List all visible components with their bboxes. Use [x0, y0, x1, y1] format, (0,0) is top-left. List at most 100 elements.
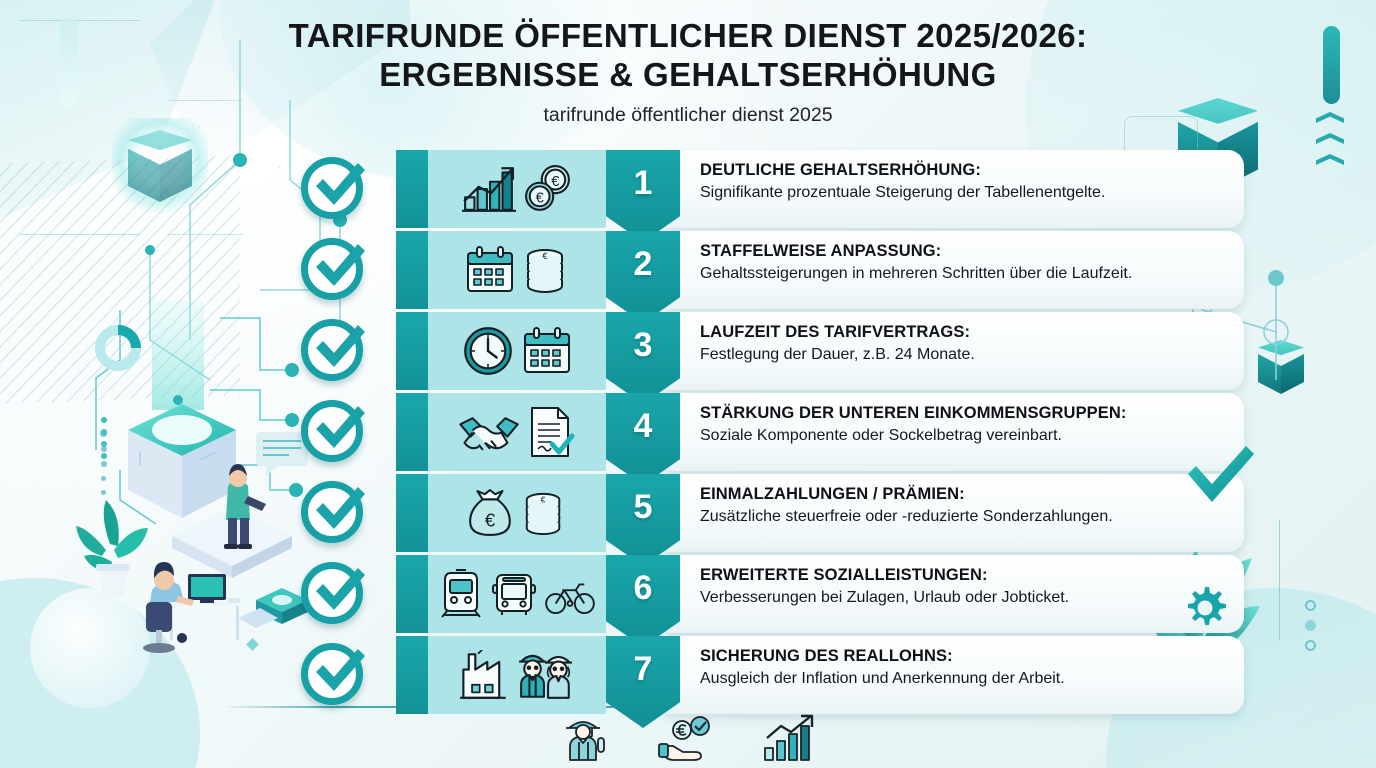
step-accent-bar — [396, 393, 428, 471]
calendar-icon — [467, 246, 513, 292]
step-icon-panel — [428, 312, 606, 390]
bus-icon — [492, 574, 536, 616]
page-title-line2: ERGEBNISSE & GEHALTSERHÖHUNG — [379, 56, 997, 94]
step-number-chevron: 3 — [606, 312, 680, 404]
check-ring — [301, 400, 363, 462]
step-number-chevron: 2 — [606, 231, 680, 323]
step-number: 2 — [633, 245, 653, 283]
step-number: 4 — [633, 407, 653, 445]
step-icon-panel — [428, 474, 606, 552]
calendar-icon — [524, 327, 570, 373]
check-circle-icon — [298, 640, 368, 710]
step-title: ERWEITERTE SOZIALLEISTUNGEN: — [700, 566, 988, 584]
clock-icon — [464, 327, 512, 375]
step-row[interactable]: 6 ERWEITERTE SOZIALLEISTUNGEN: Verbesserun… — [0, 555, 1376, 647]
step-number-chevron: 5 — [606, 474, 680, 566]
train-icon — [441, 569, 481, 618]
step-description: Soziale Komponente oder Sockelbetrag ver… — [700, 427, 1062, 445]
step-card[interactable]: ERWEITERTE SOZIALLEISTUNGEN: Verbesserung… — [666, 555, 1244, 633]
step-number: 6 — [633, 569, 653, 607]
step-number: 7 — [633, 650, 653, 688]
factory-icon — [459, 650, 507, 699]
worker-hardhat-icon — [566, 721, 605, 761]
money-bag-icon — [469, 489, 511, 536]
check-ring — [301, 562, 363, 624]
step-description: Ausgleich der Inflation und Anerkennung … — [700, 670, 1065, 688]
step-title: STÄRKUNG DER UNTEREN EINKOMMENSGRUPPEN: — [700, 404, 1127, 422]
workers-icon — [518, 654, 573, 699]
check-circle-icon — [298, 397, 368, 467]
step-icon-panel — [428, 231, 606, 309]
step-row[interactable]: 5 EINMALZAHLUNGEN / PRÄMIEN: Zusätzliche s… — [0, 474, 1376, 566]
step-icon-panel — [428, 555, 606, 633]
step-number-chevron: 1 — [606, 150, 680, 242]
step-title: DEUTLICHE GEHALTSERHÖHUNG: — [700, 161, 981, 179]
step-number: 5 — [633, 488, 653, 526]
step-card[interactable]: SICHERUNG DES REALLOHNS: Ausgleich der In… — [666, 636, 1244, 714]
gear-icon — [1188, 587, 1226, 625]
check-mark-icon — [316, 244, 365, 286]
check-circle-icon — [298, 235, 368, 305]
step-description: Festlegung der Dauer, z.B. 24 Monate. — [700, 346, 975, 364]
page-title: TARIFRUNDE ÖFFENTLICHER DIENST 2025/2026… — [0, 16, 1376, 95]
contract-document-icon — [528, 406, 576, 458]
check-mark-icon — [316, 649, 365, 691]
step-row[interactable]: 1 DEUTLICHE GEHALTSERHÖHUNG: Signifikante … — [0, 150, 1376, 242]
step-title: EINMALZAHLUNGEN / PRÄMIEN: — [700, 485, 965, 503]
check-circle-icon — [298, 316, 368, 386]
step-row[interactable]: 2 STAFFELWEISE ANPASSUNG: Gehaltssteigerun… — [0, 231, 1376, 323]
page-title-line1: TARIFRUNDE ÖFFENTLICHER DIENST 2025/2026… — [288, 17, 1088, 54]
step-description: Signifikante prozentuale Steigerung der … — [700, 184, 1106, 202]
step-accent-bar — [396, 555, 428, 633]
euro-coins-icon — [525, 165, 570, 211]
step-accent-bar — [396, 636, 428, 714]
check-mark-icon — [316, 406, 365, 448]
bottom-icon-strip — [0, 712, 1376, 762]
step-number-chevron: 6 — [606, 555, 680, 647]
step-row[interactable]: 3 LAUFZEIT DES TARIFVERTRAGS: Festlegung d… — [0, 312, 1376, 404]
step-card[interactable]: STAFFELWEISE ANPASSUNG: Gehaltssteigerung… — [666, 231, 1244, 309]
step-title: SICHERUNG DES REALLOHNS: — [700, 647, 953, 665]
step-accent-bar — [396, 474, 428, 552]
step-description: Zusätzliche steuerfreie oder -reduzierte… — [700, 508, 1113, 526]
check-ring — [301, 481, 363, 543]
coin-stack-clock-icon — [525, 492, 561, 535]
step-card[interactable]: STÄRKUNG DER UNTEREN EINKOMMENSGRUPPEN: S… — [666, 393, 1244, 471]
check-mark-icon — [316, 325, 365, 367]
step-card[interactable]: LAUFZEIT DES TARIFVERTRAGS: Festlegung de… — [666, 312, 1244, 390]
page-subtitle: tarifrunde öffentlicher dienst 2025 — [543, 103, 833, 126]
coin-stack-icon — [527, 249, 563, 293]
check-mark-icon — [316, 487, 365, 529]
big-check-icon — [1188, 446, 1254, 502]
bar-chart-growth-icon — [462, 167, 516, 212]
step-icon-panel — [428, 150, 606, 228]
check-circle-icon — [298, 478, 368, 548]
step-number: 3 — [633, 326, 653, 364]
step-accent-bar — [396, 150, 428, 228]
step-card[interactable]: EINMALZAHLUNGEN / PRÄMIEN: Zusätzliche st… — [666, 474, 1244, 552]
hand-euro-check-icon — [658, 716, 710, 761]
step-title: STAFFELWEISE ANPASSUNG: — [700, 242, 942, 260]
step-row[interactable]: 4 STÄRKUNG DER UNTEREN EINKOMMENSGRUPPEN:… — [0, 393, 1376, 485]
check-ring — [301, 643, 363, 705]
check-mark-icon — [316, 163, 365, 205]
step-accent-bar — [396, 231, 428, 309]
step-description: Verbesserungen bei Zulagen, Urlaub oder … — [700, 589, 1070, 607]
step-number: 1 — [633, 164, 653, 202]
step-icon-panel — [428, 393, 606, 471]
bicycle-icon — [545, 583, 595, 615]
step-description: Gehaltssteigerungen in mehreren Schritte… — [700, 265, 1133, 283]
step-title: LAUFZEIT DES TARIFVERTRAGS: — [700, 323, 971, 341]
handshake-icon — [459, 416, 519, 451]
step-card[interactable]: DEUTLICHE GEHALTSERHÖHUNG: Signifikante p… — [666, 150, 1244, 228]
step-accent-bar — [396, 312, 428, 390]
check-circle-icon — [298, 154, 368, 224]
step-number-chevron: 4 — [606, 393, 680, 485]
steps-list: 1 DEUTLICHE GEHALTSERHÖHUNG: Signifikante … — [0, 150, 1376, 728]
check-circle-icon — [298, 559, 368, 629]
check-mark-icon — [316, 568, 365, 610]
step-row[interactable]: 7 SICHERUNG DES REALLOHNS: Ausgleich der I… — [0, 636, 1376, 728]
header: TARIFRUNDE ÖFFENTLICHER DIENST 2025/2026… — [0, 16, 1376, 127]
growth-chart-arrow-icon — [764, 714, 814, 761]
